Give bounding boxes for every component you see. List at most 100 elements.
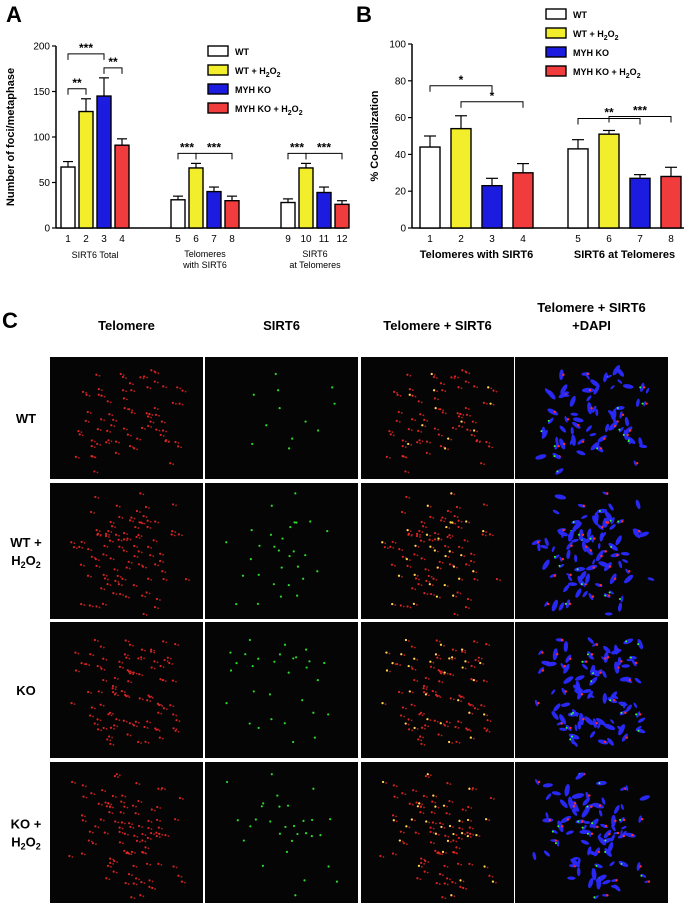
telomere-spot [439,657,442,660]
telomere-spot [105,441,108,444]
telomere-spot [398,420,401,423]
telomere-spot [409,530,412,533]
telomere-spot [135,535,138,539]
telomere-spot [408,802,411,805]
telomere-spot [99,534,102,537]
telomere-spot [93,446,96,449]
telomere-spot [142,493,145,496]
telomere-spot [401,454,404,458]
telomere-spot [150,666,153,669]
telomere-spot [451,881,454,884]
legend-label: MYH KO + H2O2 [235,104,303,117]
telomere-spot [103,419,106,422]
y-tick-label: 200 [33,42,50,53]
telomere-spot [396,796,399,799]
dapi-chromosome [560,384,568,394]
telomere-spot [141,832,144,836]
telomere-spot [557,444,560,448]
telomere-spot [162,553,165,556]
telomere-spot [108,536,110,538]
dapi-chromosome [620,803,624,810]
dapi-chromosome [598,809,603,817]
dapi-chromosome [602,837,613,844]
telomere-spot [117,452,120,455]
telomere-spot [461,546,464,549]
telomere-spot [461,426,464,428]
telomere-spot [422,414,425,417]
telomere-spot [459,885,462,888]
telomere-spot [80,602,83,606]
telomere-spot [437,806,440,809]
y-tick-label: 80 [395,76,407,87]
dapi-chromosome [619,411,623,419]
telomere-spot [99,719,102,722]
merge-spot [469,736,472,739]
micrograph-cell [515,357,668,479]
legend-tspan: MYH KO + H [235,104,288,114]
telomere-spot [431,584,434,587]
telomere-spot [137,533,140,537]
telomere-spot [137,740,140,744]
telomere-spot [100,394,103,397]
telomere-spot [421,865,423,868]
telomere-spot [468,564,471,567]
dapi-chromosome [537,543,541,552]
telomere-spot [128,567,131,570]
sirt6-spot [296,832,299,836]
sirt6-spot [586,653,589,656]
telomere-spot [614,424,617,428]
telomere-spot [438,694,440,697]
telomere-spot [491,446,493,449]
dapi-chromosome [545,793,552,800]
row-label-tspan: H [11,835,20,850]
telomere-spot [420,742,423,746]
sirt6-spot [270,718,273,721]
telomere-spot [117,694,119,697]
merge-spot [468,787,471,790]
sirt6-spot [596,447,599,450]
telomere-spot [421,440,424,443]
telomere-spot [604,657,607,660]
dapi-chromosome [570,858,581,868]
dapi-chromosome [594,895,599,900]
dapi-chromosome [591,405,597,413]
dapi-chromosome [564,783,570,797]
telomere-spot [395,853,397,856]
telomere-spot [426,686,428,688]
telomere-spot [433,594,435,596]
merge-spot [432,389,436,392]
telomere-spot [143,522,146,525]
telomere-spot [106,832,109,835]
telomere-spot [384,703,387,706]
telomere-spot [123,801,126,804]
telomere-spot [100,691,103,694]
telomere-spot [144,505,148,509]
telomere-spot [444,544,447,548]
telomere-spot [406,564,409,567]
legend-swatch [545,46,567,58]
telomere-spot [127,883,130,885]
merge-spot [465,520,468,523]
telomere-spot [404,793,407,796]
merge-spot [450,894,453,897]
telomere-spot [169,704,172,707]
telomere-spot [437,408,440,411]
merge-spot [425,820,428,823]
telomere-spot [582,504,585,507]
telomere-spot [469,832,472,835]
dapi-chromosome [574,567,586,572]
telomere-spot [419,806,422,809]
sirt6-spot [292,657,295,660]
sirt6-spot [309,520,312,523]
telomere-spot [423,540,425,543]
telomere-spot [130,389,133,392]
merge-spot [429,545,432,548]
telomere-spot [146,415,150,418]
dapi-chromosome [581,806,590,818]
telomere-spot [124,822,126,825]
telomere-spot [93,456,96,458]
telomere-spot [410,719,413,722]
telomere-spot [403,654,406,657]
telomere-spot [420,557,423,560]
telomere-spot [471,863,474,866]
